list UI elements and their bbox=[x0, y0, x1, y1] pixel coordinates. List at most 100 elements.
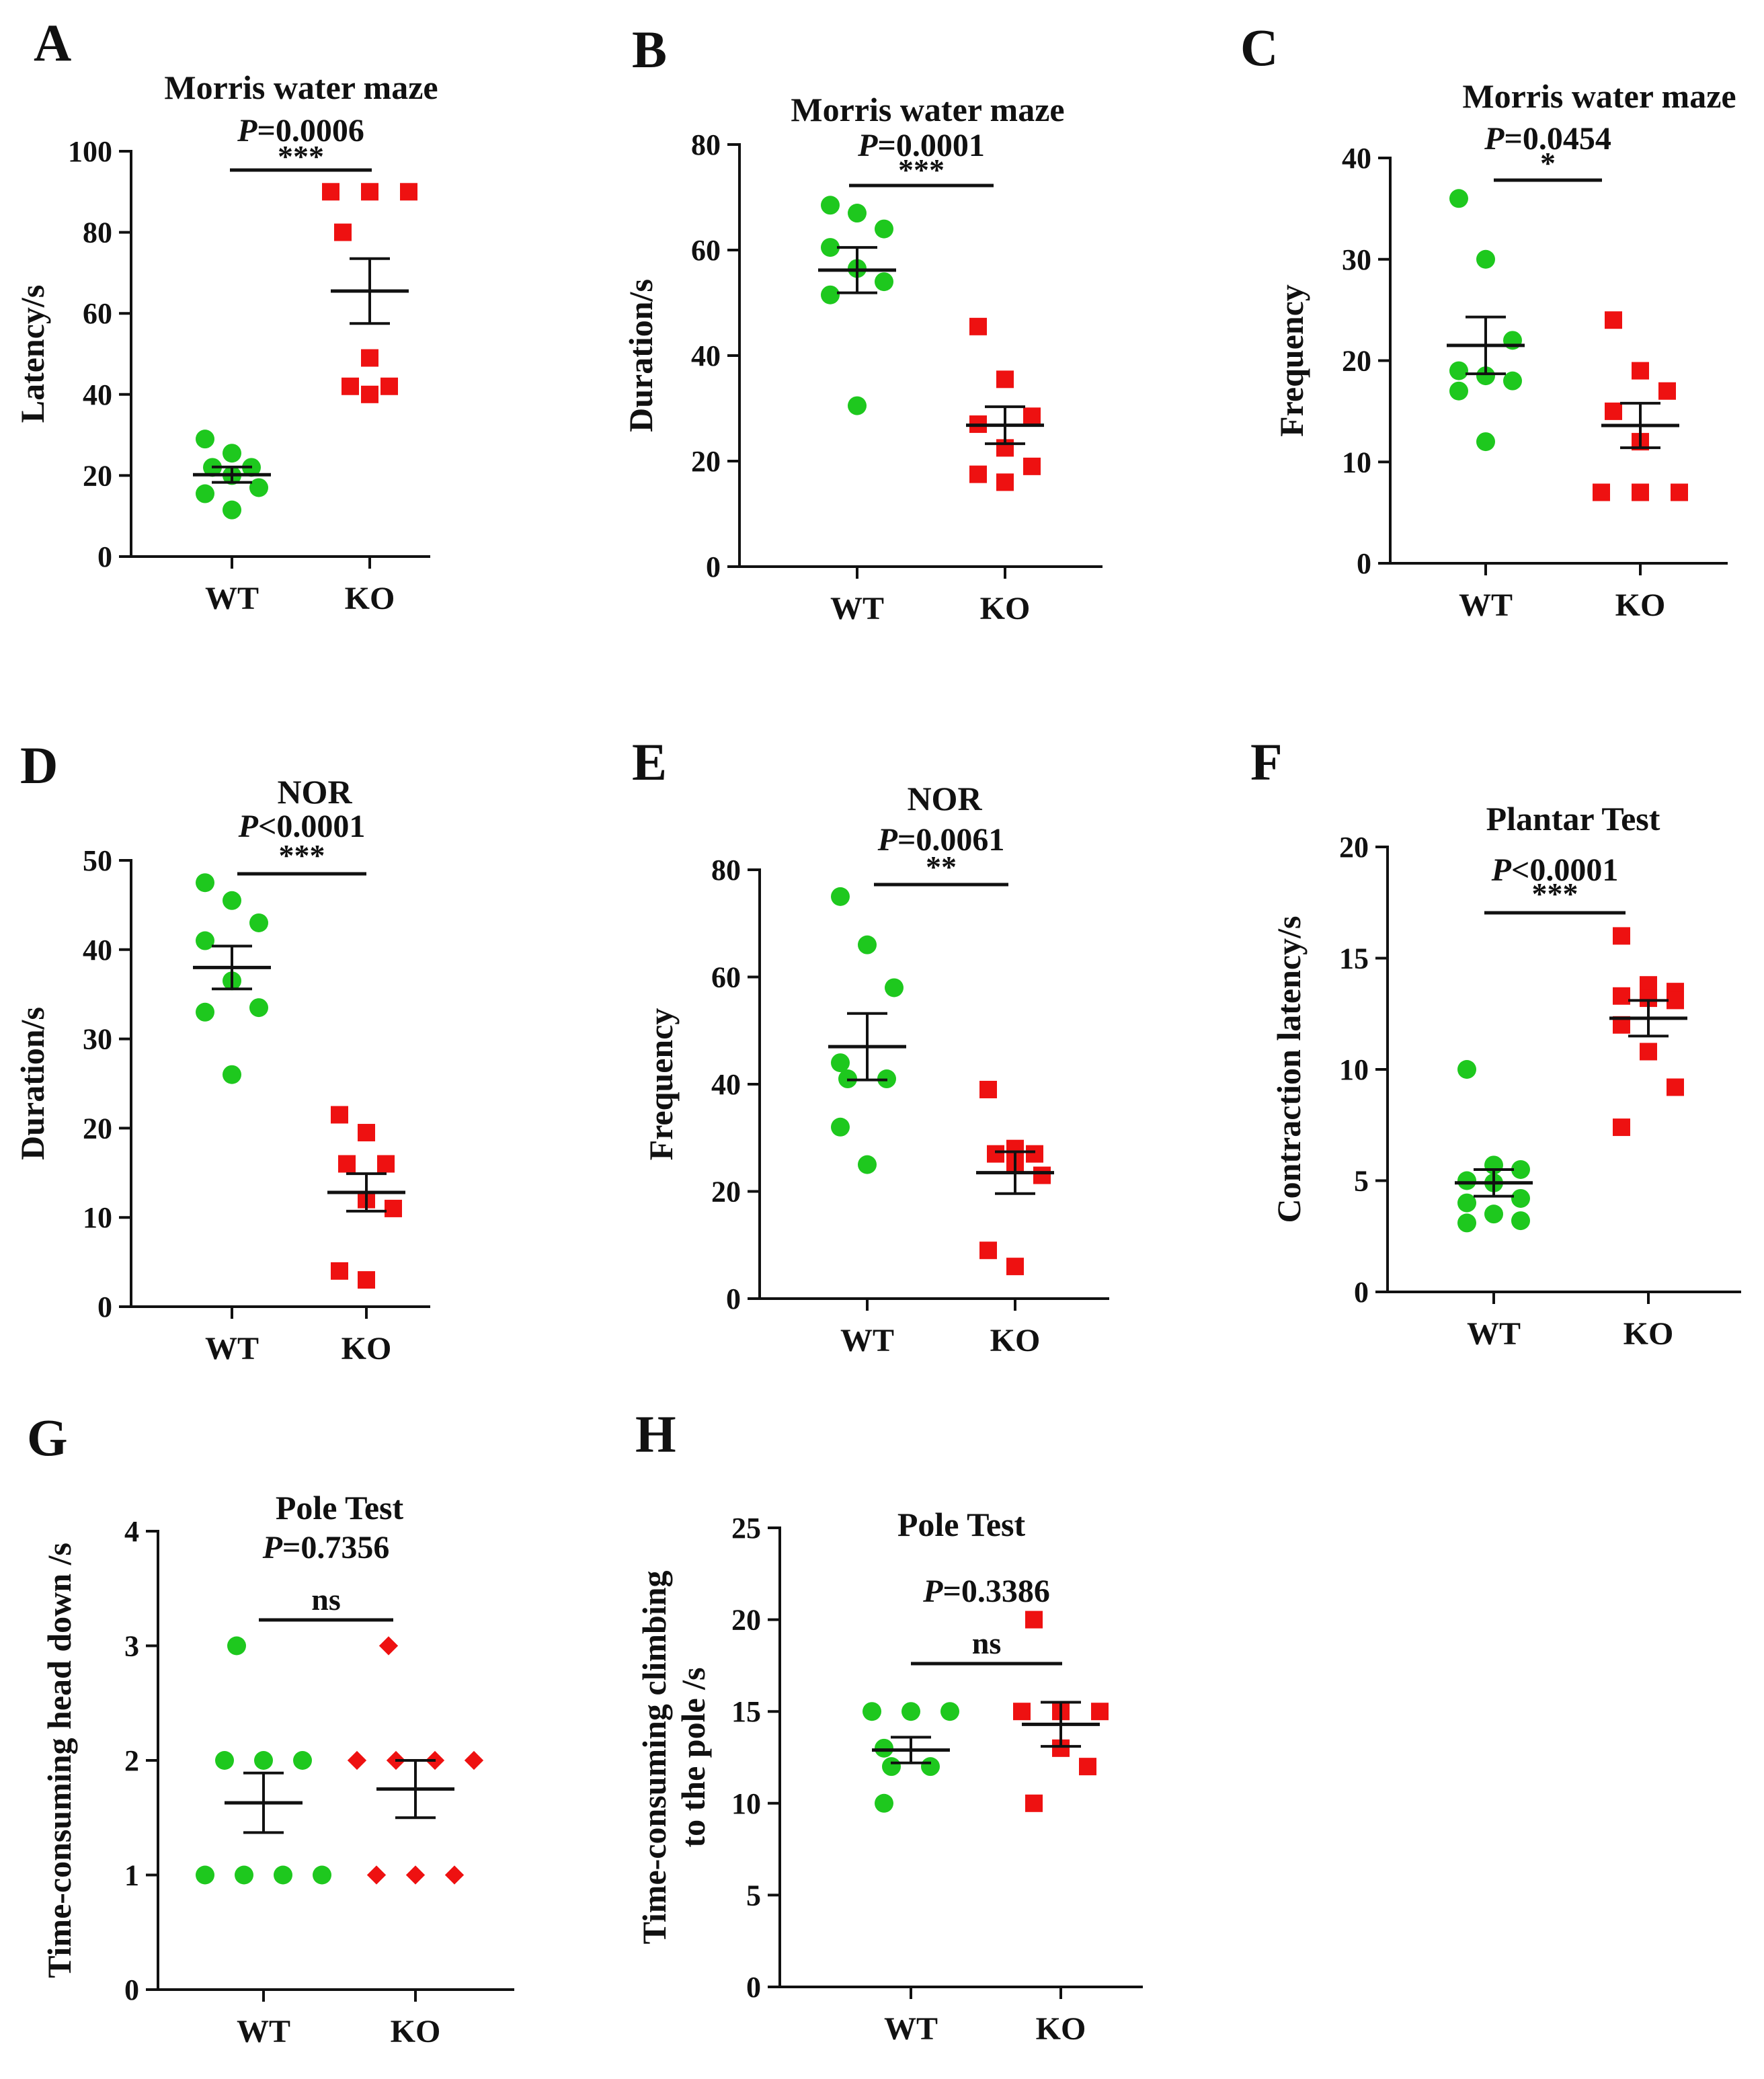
data-point-wt bbox=[1476, 249, 1495, 269]
y-tick-label: 1 bbox=[124, 1859, 139, 1892]
data-point-wt bbox=[215, 1751, 234, 1770]
data-point-wt bbox=[848, 396, 867, 415]
data-point-ko bbox=[331, 1106, 348, 1124]
y-tick-label: 100 bbox=[68, 135, 112, 168]
data-point-ko bbox=[1593, 483, 1610, 501]
data-point-ko bbox=[979, 1080, 997, 1098]
data-point-wt bbox=[249, 478, 268, 497]
y-tick-label: 20 bbox=[711, 1176, 741, 1209]
p-number: =0.3386 bbox=[943, 1574, 1049, 1609]
data-point-wt bbox=[831, 1117, 850, 1137]
data-point-ko bbox=[1632, 483, 1649, 501]
data-point-ko bbox=[969, 465, 987, 483]
data-point-wt bbox=[1511, 1188, 1530, 1208]
data-point-ko bbox=[1023, 407, 1041, 425]
chart-title: NOR bbox=[907, 780, 982, 817]
data-point-ko bbox=[1658, 382, 1676, 400]
data-point-ko bbox=[380, 377, 398, 395]
data-point-wt bbox=[196, 1002, 214, 1022]
chart-title: Morris water maze bbox=[1462, 77, 1736, 115]
y-tick-label: 10 bbox=[731, 1787, 761, 1820]
data-point-wt bbox=[249, 913, 268, 932]
data-point-wt bbox=[885, 978, 904, 997]
x-tick-label: WT bbox=[205, 581, 259, 616]
data-point-ko bbox=[377, 1155, 395, 1173]
p-number: =0.0061 bbox=[897, 822, 1004, 858]
data-point-wt bbox=[831, 887, 850, 906]
data-point-ko bbox=[338, 1155, 356, 1173]
data-point-wt bbox=[223, 891, 241, 910]
significance-label: ns bbox=[972, 1626, 1001, 1660]
p-symbol: P bbox=[237, 113, 257, 149]
y-tick-label: 50 bbox=[83, 844, 112, 877]
data-point-wt bbox=[821, 238, 840, 257]
p-symbol: P bbox=[857, 128, 878, 163]
data-point-ko bbox=[444, 1865, 465, 1885]
y-tick-label: 4 bbox=[124, 1515, 139, 1548]
data-point-ko bbox=[1025, 1794, 1043, 1812]
data-point-wt bbox=[821, 285, 840, 304]
significance-label: ** bbox=[926, 850, 957, 884]
data-point-wt bbox=[1484, 1205, 1503, 1224]
panel-letter: B bbox=[632, 20, 667, 79]
y-tick-label: 2 bbox=[124, 1744, 139, 1777]
data-point-wt bbox=[227, 1636, 246, 1656]
p-value-label: P=0.0061 bbox=[877, 822, 1005, 858]
p-symbol: P bbox=[262, 1530, 283, 1565]
data-point-wt bbox=[196, 430, 214, 449]
data-point-wt bbox=[875, 1738, 893, 1758]
y-tick-label: 20 bbox=[83, 459, 112, 492]
panel-g: G Pole Test P=0.7356 ns 0 1 2 3 4 WT KO Time-consum… bbox=[27, 1408, 514, 2049]
data-point-ko bbox=[405, 1865, 426, 1885]
y-tick-label: 80 bbox=[711, 854, 741, 887]
y-tick-label: 10 bbox=[83, 1201, 112, 1234]
y-axis-label: Time-consuming head down /s bbox=[40, 1543, 78, 1978]
data-point-wt bbox=[1457, 1171, 1476, 1190]
y-tick-label: 0 bbox=[124, 1973, 139, 2006]
data-point-wt bbox=[254, 1751, 273, 1770]
chart-title: NOR bbox=[277, 773, 352, 811]
data-point-ko bbox=[361, 349, 378, 367]
data-point-wt bbox=[821, 196, 840, 215]
data-point-ko bbox=[996, 370, 1014, 389]
y-tick-label: 0 bbox=[97, 540, 112, 573]
p-value-label: P=0.7356 bbox=[262, 1530, 390, 1565]
p-value-label: P=0.0006 bbox=[237, 113, 364, 149]
panel-letter: C bbox=[1240, 18, 1278, 77]
panel-letter: F bbox=[1250, 733, 1283, 791]
data-point-wt bbox=[875, 272, 893, 292]
y-tick-label: 30 bbox=[1342, 243, 1371, 276]
y-tick-label: 10 bbox=[1342, 446, 1371, 479]
x-tick-label: KO bbox=[391, 2014, 441, 2049]
x-tick-label: WT bbox=[205, 1331, 259, 1367]
data-point-wt bbox=[293, 1751, 312, 1770]
y-tick-label: 15 bbox=[731, 1695, 761, 1728]
chart-title: Morris water maze bbox=[791, 91, 1064, 128]
y-tick-label: 40 bbox=[711, 1068, 741, 1101]
chart-title: Pole Test bbox=[897, 1506, 1026, 1543]
data-point-wt bbox=[1449, 381, 1468, 401]
data-point-ko bbox=[347, 1750, 367, 1770]
p-number: =0.0006 bbox=[257, 113, 364, 149]
data-point-ko bbox=[1640, 1043, 1657, 1061]
p-symbol: P bbox=[877, 822, 898, 858]
x-tick-label: KO bbox=[1615, 587, 1666, 623]
x-tick-label: WT bbox=[1459, 587, 1513, 623]
p-value-label: P<0.0001 bbox=[1491, 852, 1619, 888]
data-point-wt bbox=[274, 1865, 292, 1885]
y-tick-label: 60 bbox=[83, 297, 112, 330]
data-point-wt bbox=[235, 1865, 253, 1885]
x-tick-label: KO bbox=[1623, 1316, 1674, 1352]
x-tick-label: KO bbox=[345, 581, 395, 616]
y-tick-label: 40 bbox=[1342, 142, 1371, 175]
data-point-ko bbox=[1023, 457, 1041, 475]
y-axis-label: Duration/s bbox=[622, 279, 659, 432]
x-tick-label: KO bbox=[342, 1331, 392, 1367]
x-tick-label: WT bbox=[884, 2011, 938, 2047]
y-tick-label: 80 bbox=[691, 128, 721, 161]
data-point-ko bbox=[361, 385, 378, 403]
data-point-ko bbox=[1605, 402, 1622, 420]
panel-a: A Morris water maze P=0.0006*** 0 20 40 60 80 10… bbox=[13, 13, 438, 616]
data-point-wt bbox=[223, 1065, 241, 1084]
